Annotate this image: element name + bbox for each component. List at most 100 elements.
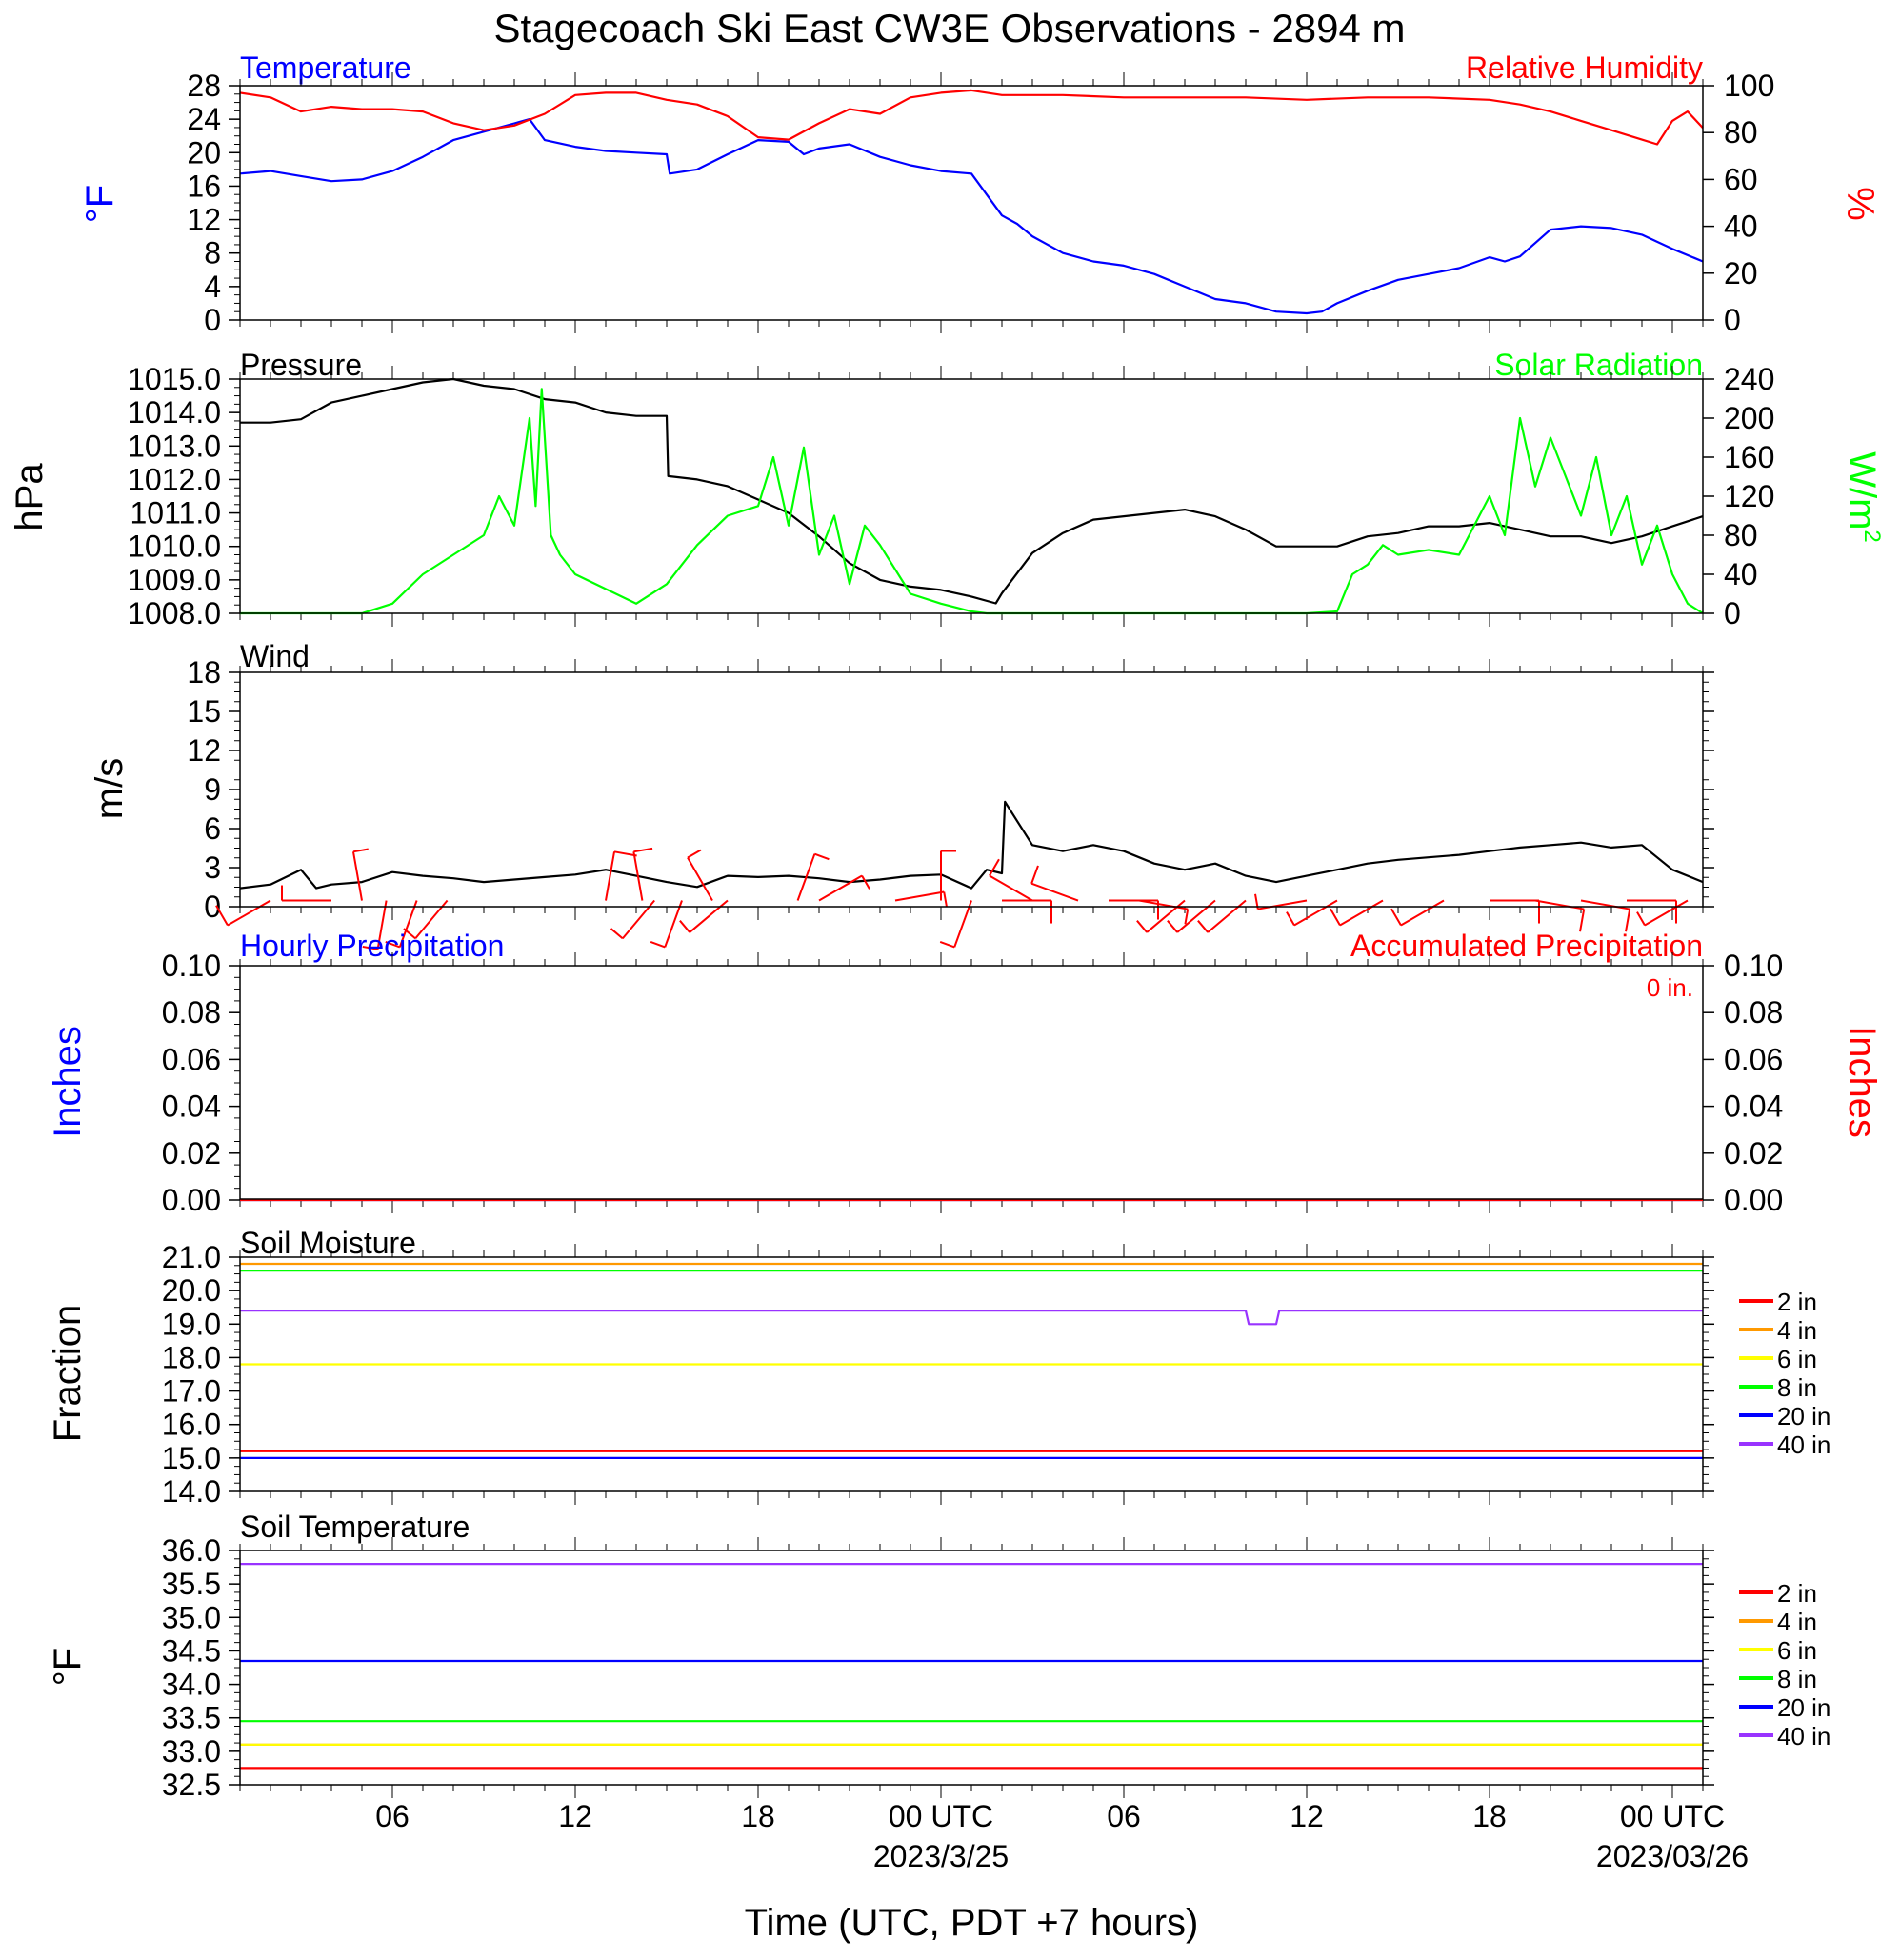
wind-barb-flag xyxy=(687,849,702,859)
y-tick-label-right: 240 xyxy=(1724,362,1774,396)
wind-barb xyxy=(605,851,616,901)
soil-temperature-axis-label: °F xyxy=(47,1648,89,1686)
series-line-solar-radiation xyxy=(240,388,1704,615)
y-tick-label: 1009.0 xyxy=(128,563,221,597)
y-tick-label: 35.0 xyxy=(162,1600,221,1634)
y-tick-label: 34.0 xyxy=(162,1668,221,1702)
series-line-pressure xyxy=(240,377,1704,605)
y-tick-label: 15.0 xyxy=(162,1441,221,1475)
wind-barb xyxy=(1580,899,1630,910)
y-tick-label: 1008.0 xyxy=(128,596,221,630)
y-tick-label-right: 80 xyxy=(1724,115,1758,150)
panel-soil-moisture: Soil Moisture Fraction 14.015.016.017.01… xyxy=(47,1226,1830,1509)
legend-label: 6 in xyxy=(1777,1636,1817,1665)
y-tick-label: 1012.0 xyxy=(128,462,221,496)
y-tick-label-right: 0.06 xyxy=(1724,1042,1783,1076)
y-tick-label-right: 0.10 xyxy=(1724,949,1783,983)
y-tick-label: 12 xyxy=(187,203,221,237)
wind-title: Wind xyxy=(240,639,310,673)
y-tick-label: 12 xyxy=(187,733,221,768)
legend-label: 4 in xyxy=(1777,1316,1817,1345)
wind-barb xyxy=(953,900,972,948)
panel-frame xyxy=(239,671,1704,908)
legend-label: 40 in xyxy=(1777,1430,1830,1459)
wind-barb xyxy=(1030,882,1079,902)
y-tick-label-right: 200 xyxy=(1724,401,1774,435)
panel-precipitation: Hourly Precipitation Accumulated Precipi… xyxy=(47,929,1883,1217)
soil-moisture-axis-label: Fraction xyxy=(47,1305,89,1443)
y-tick-label-right: 40 xyxy=(1724,210,1758,244)
y-tick-label: 20 xyxy=(187,135,221,170)
wind-barb xyxy=(687,856,713,902)
accum-precip-title: Accumulated Precipitation xyxy=(1350,929,1703,963)
x-tick-label: 00 UTC xyxy=(889,1799,993,1833)
x-date-label: 2023/3/25 xyxy=(873,1839,1009,1873)
x-axis-label: Time (UTC, PDT +7 hours) xyxy=(745,1902,1199,1944)
y-tick-label: 9 xyxy=(204,772,221,807)
panel-frame xyxy=(239,1550,1704,1786)
wind-barb xyxy=(1138,899,1189,910)
wind-barb xyxy=(1339,899,1384,927)
wind-barb xyxy=(1257,899,1308,910)
svg-text:W/m2: W/m2 xyxy=(1841,451,1885,543)
wind-barb xyxy=(664,900,683,948)
panel-soil-temperature: Soil Temperature °F 32.533.033.534.034.5… xyxy=(47,1510,1830,1802)
wind-barb-flag xyxy=(1197,920,1209,933)
y-tick-label-right: 120 xyxy=(1724,479,1774,513)
y-tick-label-right: 20 xyxy=(1724,256,1758,290)
x-date-label: 2023/03/26 xyxy=(1596,1839,1749,1873)
wind-barb-flag xyxy=(1286,911,1295,927)
humidity-axis-label: % xyxy=(1839,187,1881,221)
y-tick-label: 0.02 xyxy=(162,1136,221,1170)
wind-barb-flag xyxy=(939,940,955,949)
wind-barb-flag xyxy=(679,920,690,933)
precip-axis-label-right: Inches xyxy=(1841,1026,1883,1138)
pressure-axis-label: hPa xyxy=(9,463,50,531)
panel-frame xyxy=(239,965,1704,1200)
wind-barb-flag xyxy=(610,928,624,940)
x-tick-label: 18 xyxy=(741,1799,775,1833)
wind-barb xyxy=(989,874,1033,902)
y-tick-label: 36.0 xyxy=(162,1533,221,1568)
wind-barb-flag xyxy=(1167,920,1178,933)
wind-barb-flag xyxy=(814,852,830,861)
y-tick-label: 4 xyxy=(204,270,221,304)
y-tick-label: 28 xyxy=(187,69,221,103)
y-tick-label: 3 xyxy=(204,850,221,885)
wind-barb xyxy=(818,874,863,902)
y-tick-label-right: 0 xyxy=(1724,303,1741,337)
legend-label: 8 in xyxy=(1777,1373,1817,1402)
y-tick-label-right: 100 xyxy=(1724,69,1774,103)
y-tick-label: 18 xyxy=(187,655,221,690)
wind-barb xyxy=(689,899,729,933)
temperature-title: Temperature xyxy=(240,50,411,85)
y-tick-label: 15 xyxy=(187,694,221,729)
x-tick-label: 00 UTC xyxy=(1620,1799,1725,1833)
wind-axis-label: m/s xyxy=(89,758,130,819)
y-tick-label: 0 xyxy=(204,890,221,924)
y-tick-label-right: 40 xyxy=(1724,557,1758,591)
solar-title: Solar Radiation xyxy=(1494,348,1703,382)
y-tick-label: 0.10 xyxy=(162,949,221,983)
y-tick-label: 1015.0 xyxy=(128,362,221,396)
y-tick-label-right: 0.00 xyxy=(1724,1183,1783,1217)
y-tick-label: 19.0 xyxy=(162,1307,221,1341)
y-tick-label: 18.0 xyxy=(162,1340,221,1374)
legend-label: 2 in xyxy=(1777,1288,1817,1316)
wind-barb-flag xyxy=(352,848,369,853)
y-tick-label: 33.5 xyxy=(162,1701,221,1735)
wind-barb-flag xyxy=(215,905,229,927)
x-tick-label: 18 xyxy=(1472,1799,1507,1833)
wind-barb xyxy=(398,900,418,948)
soil-moisture-title: Soil Moisture xyxy=(240,1226,416,1260)
y-tick-label: 1011.0 xyxy=(130,496,222,530)
wind-barb-flag xyxy=(403,928,416,940)
panel-frame xyxy=(239,378,1704,614)
legend-label: 8 in xyxy=(1777,1665,1817,1693)
legend-label: 20 in xyxy=(1777,1402,1830,1430)
y-tick-label-right: 0 xyxy=(1724,596,1741,630)
wind-barb xyxy=(1293,899,1338,927)
wind-barb-flag xyxy=(1030,865,1039,885)
y-tick-label-right: 0.02 xyxy=(1724,1136,1783,1170)
